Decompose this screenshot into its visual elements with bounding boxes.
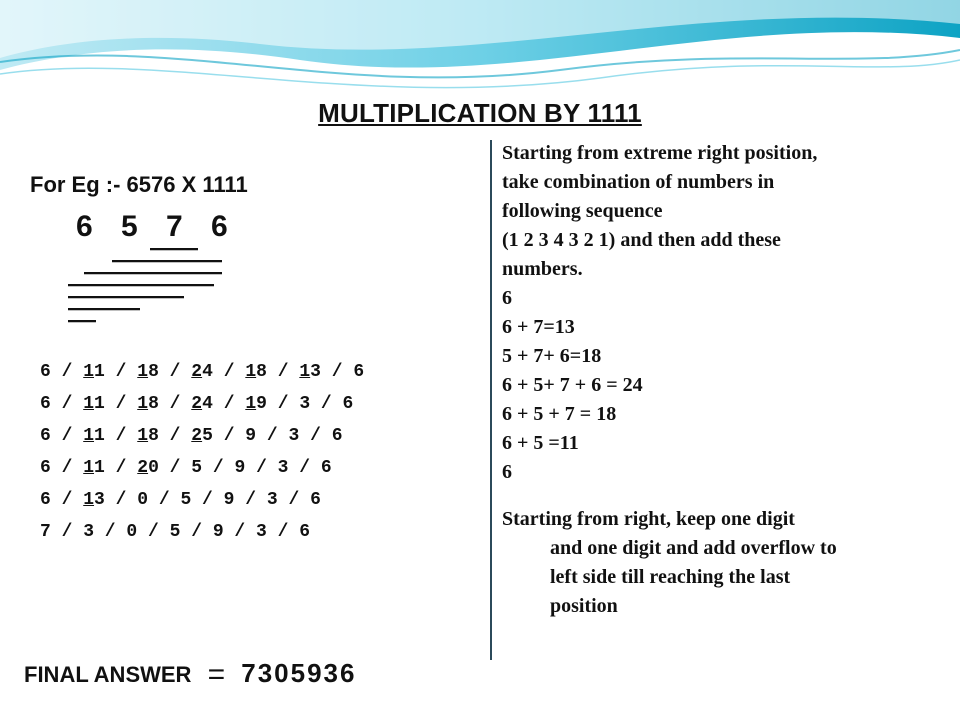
calc-line: 5 + 7+ 6=18 <box>502 343 950 370</box>
explanation-panel: Starting from extreme right position,tak… <box>490 140 950 660</box>
work-row: 6 / 11 / 18 / 25 / 9 / 3 / 6 <box>40 420 364 452</box>
calc-line: 6 + 7=13 <box>502 314 950 341</box>
work-row: 6 / 13 / 0 / 5 / 9 / 3 / 6 <box>40 484 364 516</box>
calc-line: 6 <box>502 459 950 486</box>
calc-line: 6 <box>502 285 950 312</box>
explanation-line: Starting from extreme right position, <box>502 140 950 167</box>
bracket-line <box>112 260 222 262</box>
carry-work-block: 6 / 11 / 18 / 24 / 18 / 13 / 66 / 11 / 1… <box>40 356 364 548</box>
bracket-line <box>68 308 140 310</box>
explanation-line: Starting from right, keep one digit <box>502 506 950 533</box>
bracket-line <box>68 320 96 322</box>
example-label: For Eg :- 6576 X 1111 <box>30 172 248 198</box>
work-row: 6 / 11 / 18 / 24 / 19 / 3 / 6 <box>40 388 364 420</box>
calc-line: 6 + 5+ 7 + 6 = 24 <box>502 372 950 399</box>
calc-line: 6 + 5 + 7 = 18 <box>502 401 950 428</box>
multiplicand-number: 6 5 7 6 <box>76 210 238 244</box>
bracket-line <box>68 296 184 298</box>
final-label: FINAL ANSWER <box>24 662 191 687</box>
explanation-line: (1 2 3 4 3 2 1) and then add these <box>502 227 950 254</box>
explanation-line: take combination of numbers in <box>502 169 950 196</box>
final-answer-block: FINAL ANSWER = 7305936 <box>24 656 356 690</box>
explanation-line: left side till reaching the last <box>502 564 950 591</box>
explanation-line: numbers. <box>502 256 950 283</box>
bracket-line <box>68 284 214 286</box>
calc-line: 6 + 5 =11 <box>502 430 950 457</box>
explanation-line: position <box>502 593 950 620</box>
page-title: MULTIPLICATION BY 1111 <box>0 98 960 129</box>
final-answer-value: 7305936 <box>241 658 356 688</box>
explanation-line: and one digit and add overflow to <box>502 535 950 562</box>
work-row: 7 / 3 / 0 / 5 / 9 / 3 / 6 <box>40 516 364 548</box>
bracket-line <box>84 272 222 274</box>
equals-sign: = <box>208 658 226 691</box>
work-row: 6 / 11 / 18 / 24 / 18 / 13 / 6 <box>40 356 364 388</box>
explanation-line: following sequence <box>502 198 950 225</box>
grouping-brackets <box>68 248 238 328</box>
work-row: 6 / 11 / 20 / 5 / 9 / 3 / 6 <box>40 452 364 484</box>
bracket-line <box>150 248 198 250</box>
